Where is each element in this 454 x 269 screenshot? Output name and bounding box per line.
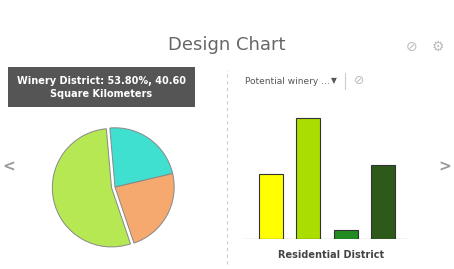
Text: Residential District: Residential District (278, 250, 385, 260)
Text: ▭: ▭ (421, 9, 431, 19)
Text: ▼: ▼ (245, 9, 253, 19)
FancyBboxPatch shape (8, 67, 195, 107)
Wedge shape (110, 128, 173, 187)
Text: Design Chart: Design Chart (168, 37, 286, 55)
Text: <: < (3, 160, 15, 175)
Bar (334, 230, 358, 239)
Bar (259, 174, 283, 239)
Text: Square Kilometers: Square Kilometers (50, 89, 153, 99)
Text: Potential winery ...: Potential winery ... (245, 76, 330, 86)
Text: ⊘: ⊘ (354, 75, 364, 87)
Wedge shape (115, 174, 174, 243)
Text: ─: ─ (405, 9, 411, 19)
Text: ✕: ✕ (439, 9, 449, 19)
Text: Dashboard: Dashboard (183, 8, 255, 20)
Text: ⚙: ⚙ (432, 40, 444, 54)
Text: >: > (439, 160, 451, 175)
Wedge shape (52, 129, 130, 247)
Bar (296, 118, 321, 239)
Text: ▼: ▼ (331, 76, 337, 86)
Text: ⊘: ⊘ (406, 40, 418, 54)
Bar (371, 165, 395, 239)
Text: Winery District: 53.80%, 40.60: Winery District: 53.80%, 40.60 (17, 76, 186, 86)
